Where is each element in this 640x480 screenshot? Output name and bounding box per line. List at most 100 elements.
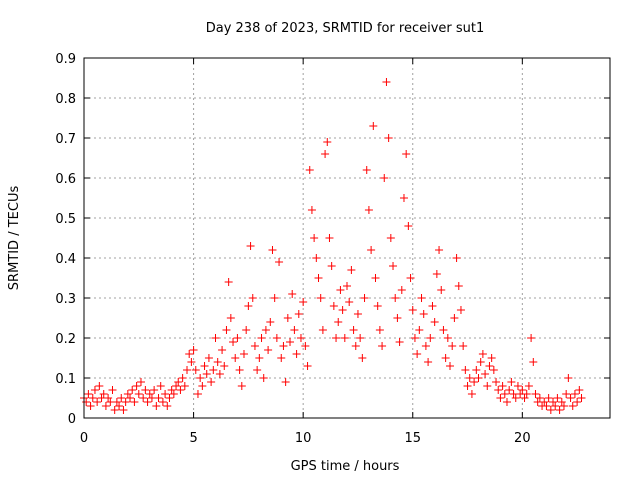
data-point — [207, 378, 216, 386]
data-point — [573, 398, 582, 406]
data-point — [483, 382, 492, 390]
data-point — [189, 346, 198, 354]
data-point — [224, 278, 233, 286]
data-point — [316, 294, 325, 302]
data-point — [463, 382, 472, 390]
data-point — [421, 342, 430, 350]
data-point — [261, 326, 270, 334]
data-point — [340, 334, 349, 342]
data-point — [450, 314, 459, 322]
data-point — [570, 390, 579, 398]
data-point — [218, 346, 227, 354]
data-point — [404, 222, 413, 230]
data-point — [128, 386, 137, 394]
data-point — [310, 234, 319, 242]
data-point — [187, 358, 196, 366]
data-point — [163, 402, 172, 410]
data-point — [314, 274, 323, 282]
data-point — [485, 362, 494, 370]
data-point — [270, 294, 279, 302]
data-point — [158, 398, 167, 406]
data-point — [279, 342, 288, 350]
data-point — [367, 246, 376, 254]
x-tick-label: 10 — [295, 431, 312, 446]
data-point — [441, 354, 450, 362]
chart-title: Day 238 of 2023, SRMTID for receiver sut… — [206, 21, 485, 36]
data-point — [492, 378, 501, 386]
data-point — [382, 78, 391, 86]
data-point — [325, 234, 334, 242]
data-point — [169, 390, 178, 398]
data-point — [299, 298, 308, 306]
data-point — [275, 258, 284, 266]
data-point — [470, 378, 479, 386]
data-point — [356, 334, 365, 342]
y-tick-label: 0.9 — [55, 52, 76, 67]
x-tick-label: 0 — [80, 431, 88, 446]
data-point — [500, 390, 509, 398]
data-point — [555, 406, 564, 414]
y-tick-label: 0.3 — [55, 292, 76, 307]
x-tick-label: 20 — [514, 431, 531, 446]
data-point — [338, 306, 347, 314]
data-point — [176, 386, 185, 394]
data-point — [410, 334, 419, 342]
data-point — [562, 390, 571, 398]
data-point — [239, 350, 248, 358]
data-point — [196, 374, 205, 382]
data-point — [502, 398, 511, 406]
data-point — [513, 382, 522, 390]
data-point — [235, 366, 244, 374]
data-point — [419, 310, 428, 318]
data-point — [430, 318, 439, 326]
data-point — [336, 286, 345, 294]
data-point — [472, 366, 481, 374]
data-point — [518, 386, 527, 394]
x-tick-label: 15 — [404, 431, 421, 446]
data-point — [428, 302, 437, 310]
data-point — [566, 394, 575, 402]
data-point — [154, 394, 163, 402]
data-point — [141, 386, 150, 394]
data-point — [132, 382, 141, 390]
data-point — [531, 390, 540, 398]
data-point — [156, 382, 165, 390]
data-point — [281, 378, 290, 386]
data-point — [467, 390, 476, 398]
data-point — [193, 390, 202, 398]
data-point — [406, 274, 415, 282]
data-point — [511, 394, 520, 402]
data-point — [200, 362, 209, 370]
data-point — [248, 294, 257, 302]
ticks-layer: 0 0.1 0.2 0.3 0.4 0.5 0.6 0.7 0.8 0.9 0 5 10 15 20 — [55, 52, 610, 446]
grid-layer — [84, 58, 610, 418]
data-point — [437, 286, 446, 294]
data-point — [454, 282, 463, 290]
data-point — [136, 378, 145, 386]
data-point — [220, 362, 229, 370]
data-point — [259, 374, 268, 382]
data-point — [351, 342, 360, 350]
data-point — [559, 402, 568, 410]
data-point — [286, 338, 295, 346]
data-point — [255, 354, 264, 362]
data-point — [222, 326, 231, 334]
y-tick-label: 0 — [68, 412, 76, 427]
data-point — [507, 378, 516, 386]
data-point — [391, 294, 400, 302]
data-point — [185, 350, 194, 358]
data-point — [395, 338, 404, 346]
data-point — [180, 382, 189, 390]
data-point — [546, 406, 555, 414]
y-tick-label: 0.4 — [55, 252, 76, 267]
data-point — [296, 334, 305, 342]
data-point — [178, 374, 187, 382]
data-point — [268, 246, 277, 254]
data-point — [323, 138, 332, 146]
data-point — [233, 334, 242, 342]
data-point — [303, 362, 312, 370]
data-point — [384, 134, 393, 142]
data-point — [209, 366, 218, 374]
